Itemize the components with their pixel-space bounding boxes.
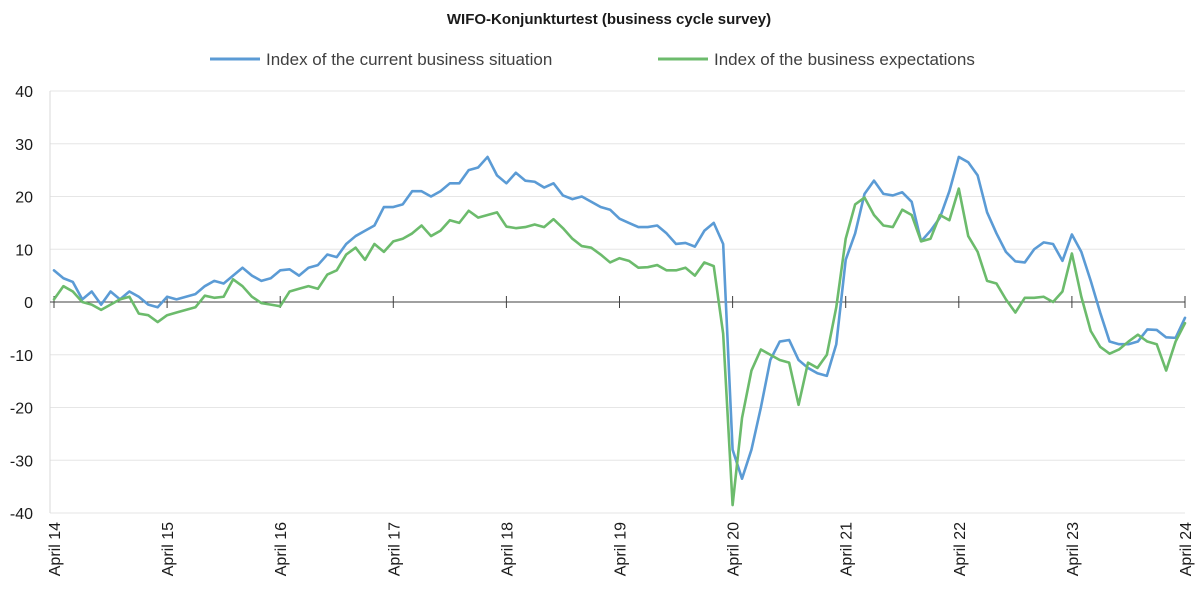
- y-tick-label: -30: [10, 453, 33, 470]
- plot-area: [52, 155, 1187, 507]
- y-tick-label: -40: [10, 506, 33, 523]
- y-tick-label: 40: [15, 84, 33, 101]
- gridlines: [50, 90, 1185, 514]
- x-tick-label: April 18: [499, 522, 516, 576]
- y-tick-label: 0: [24, 295, 33, 312]
- y-axis: 40 30 20 10 0 -10 -20 -30 -40: [10, 84, 51, 523]
- x-tick-label: April 20: [726, 522, 743, 576]
- chart-title: WIFO-Konjunkturtest (business cycle surv…: [447, 11, 771, 28]
- y-tick-label: 20: [15, 190, 33, 207]
- legend-label-current-situation: Index of the current business situation: [266, 50, 552, 69]
- x-tick-label: April 15: [160, 522, 177, 576]
- legend-entry-expectations: Index of the business expectations: [658, 50, 975, 69]
- legend: Index of the current business situation …: [210, 50, 975, 69]
- legend-label-expectations: Index of the business expectations: [714, 50, 975, 69]
- series-line-current-situation: [52, 155, 1187, 481]
- y-tick-label: -10: [10, 348, 33, 365]
- x-tick-label: April 22: [952, 522, 969, 576]
- y-tick-label: 30: [15, 137, 33, 154]
- x-tick-label: April 24: [1178, 522, 1195, 576]
- x-tick-label: April 23: [1065, 522, 1082, 576]
- x-tick-label: April 14: [47, 522, 64, 576]
- y-tick-label: -20: [10, 401, 33, 418]
- legend-entry-current-situation: Index of the current business situation: [210, 50, 552, 69]
- x-tick-label: April 19: [613, 522, 630, 576]
- x-tick-label: April 17: [386, 522, 403, 576]
- series-line-expectations: [52, 187, 1187, 507]
- x-tick-label: April 16: [273, 522, 290, 576]
- y-tick-label: 10: [15, 242, 33, 259]
- x-tick-label: April 21: [839, 522, 856, 576]
- x-axis: April 14 April 15 April 16 April 17 April 18…: [47, 296, 1195, 576]
